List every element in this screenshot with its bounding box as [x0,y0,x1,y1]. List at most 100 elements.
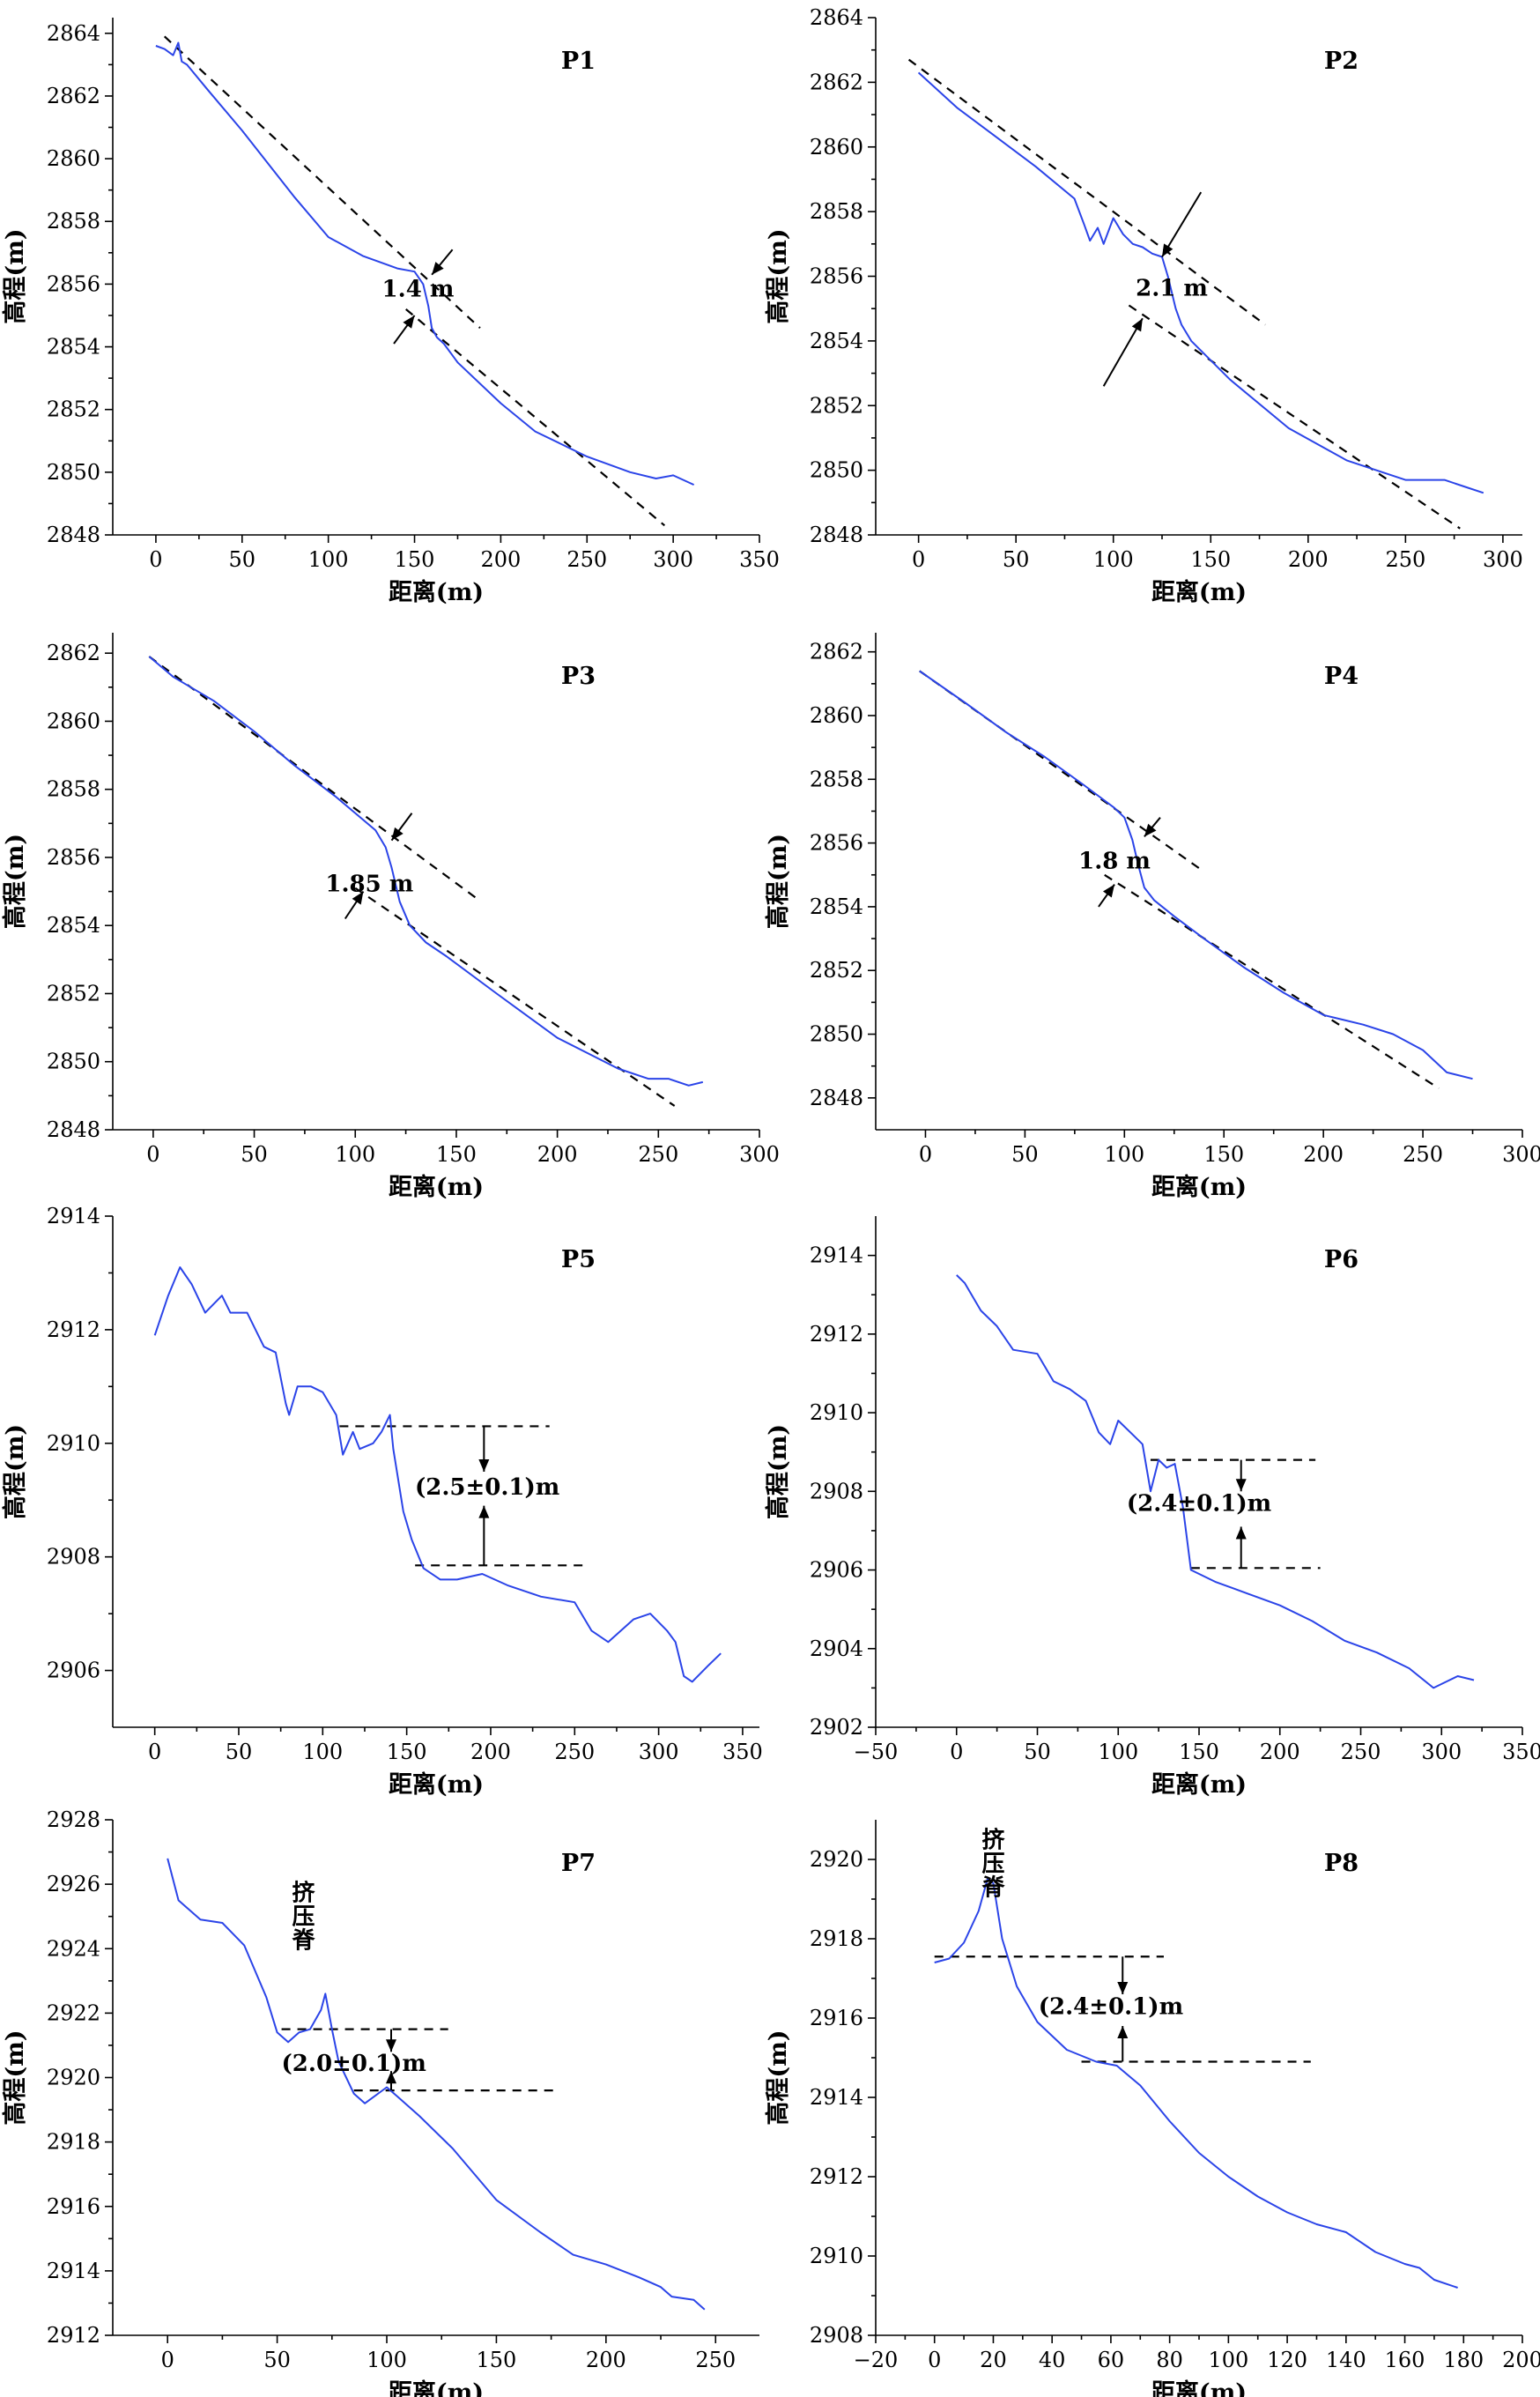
p8-y-tick-label: 2920 [810,1847,863,1872]
p3-x-tick-label: 250 [638,1142,678,1167]
p4-x-tick-label: 150 [1203,1142,1244,1167]
p4-y-tick-label: 2852 [810,958,863,983]
p6-x-tick-label: −50 [854,1740,899,1764]
p8-ridge-annotation: 脊 [981,1875,1005,1902]
p1-x-tick-label: 50 [229,547,256,572]
p8-x-tick-label: 160 [1385,2348,1425,2372]
p8-x-tick-label: 80 [1156,2348,1183,2372]
p2-x-tick-label: 0 [912,547,925,572]
p1-x-axis-title: 距离(m) [389,578,484,606]
p5-x-tick-label: 250 [554,1740,595,1764]
p3-y-tick-label: 2852 [47,981,100,1006]
p6-x-tick-label: 350 [1502,1740,1540,1764]
p8-ridge-annotation: 压 [981,1852,1004,1878]
p7-x-tick-label: 150 [477,2348,517,2372]
p1-y-tick-label: 2848 [47,523,100,547]
p5-x-tick-label: 50 [226,1740,253,1764]
p4-x-tick-label: 100 [1104,1142,1144,1167]
p4-panel-label: P4 [1324,663,1359,690]
p2-offset-arrow-head [1161,243,1174,257]
p7-y-tick-label: 2928 [47,1807,100,1832]
p6-profile-line [956,1274,1475,1689]
p2-x-tick-label: 150 [1190,547,1231,572]
p3-x-tick-label: 150 [436,1142,477,1167]
p7-y-tick-label: 2924 [47,1936,100,1961]
p7-y-tick-label: 2914 [47,2259,100,2283]
p7-y-tick-label: 2920 [47,2066,100,2090]
p8-panel-label: P8 [1324,1850,1359,1877]
p8-y-tick-label: 2914 [810,2085,863,2110]
p6-offset-arrow-head [1235,1479,1247,1492]
p1-y-tick-label: 2860 [47,146,100,171]
p6-y-tick-label: 2912 [810,1322,863,1347]
p5-x-tick-label: 0 [148,1740,161,1764]
p5-y-tick-label: 2908 [47,1545,100,1570]
p6-x-tick-label: 250 [1341,1740,1381,1764]
p1-x-tick-label: 100 [308,547,349,572]
p3-y-tick-label: 2856 [47,845,100,870]
p3-y-tick-label: 2858 [47,777,100,802]
p2-offset-arrow-shaft [1102,317,1144,387]
p3-panel: 0 50 100 150 200 250 300 2848 2850 2852 2854 2856 28… [1,633,780,1201]
p5-profile-line [153,1266,722,1683]
p3-reference-line [354,887,676,1107]
p2-x-axis-title: 距离(m) [1151,578,1247,606]
p4-x-tick-label: 200 [1303,1142,1344,1167]
p6-offset-label: (2.4±0.1)m [1127,1491,1271,1518]
p5-panel-label: P5 [561,1246,596,1273]
p7-x-tick-label: 50 [263,2348,291,2372]
p3-y-tick-label: 2854 [47,913,100,938]
p8-y-tick-label: 2918 [810,1926,863,1951]
p4-x-axis-title: 距离(m) [1151,1173,1247,1201]
p5-x-tick-label: 150 [387,1740,427,1764]
p5-x-tick-label: 200 [470,1740,511,1764]
p3-y-tick-label: 2860 [47,709,100,733]
p2-x-tick-label: 300 [1483,547,1523,572]
p3-x-tick-label: 50 [241,1142,268,1167]
p7-x-tick-label: 250 [695,2348,736,2372]
p2-y-tick-label: 2860 [810,135,863,160]
p8-x-tick-label: 0 [928,2348,941,2372]
p7-offset-arrow-head [385,2039,396,2052]
p4-y-tick-label: 2858 [810,767,863,791]
p1-y-tick-label: 2852 [47,397,100,422]
p4-offset-arrow-head [1102,884,1115,898]
p7-ridge-annotation: 压 [292,1904,315,1930]
p1-offset-arrow-head [432,262,444,275]
p1-panel: 0 50 100 150 200 250 300 350 2848 2850 2852 2854 285… [1,18,780,606]
p5-offset-arrow-head [478,1505,490,1518]
p1-x-tick-label: 300 [653,547,693,572]
p3-profile-line [148,656,704,1087]
p2-offset-label: 2.1 m [1136,276,1208,302]
p1-reference-line [163,35,481,330]
p2-panel: 0 50 100 150 200 250 300 2848 2850 2852 2854 2856 28… [764,5,1523,606]
p6-y-tick-label: 2910 [810,1400,863,1425]
p6-x-tick-label: 300 [1421,1740,1462,1764]
p8-x-axis-title: 距离(m) [1151,2378,1247,2397]
p1-y-tick-label: 2864 [47,21,100,46]
p5-y-tick-label: 2910 [47,1431,100,1456]
p2-x-tick-label: 200 [1288,547,1329,572]
p5-offset-arrow-head [478,1459,490,1472]
p7-y-tick-label: 2918 [47,2130,100,2155]
p4-reference-line [1104,873,1440,1089]
p4-reference-line [919,670,1205,873]
p7-x-axis-title: 距离(m) [389,2378,484,2397]
p5-offset-label: (2.5±0.1)m [415,1474,559,1501]
p2-y-tick-label: 2850 [810,458,863,483]
p2-x-tick-label: 100 [1093,547,1134,572]
p8-y-tick-label: 2910 [810,2244,863,2268]
p7-y-tick-label: 2916 [47,2194,100,2219]
p2-panel-label: P2 [1324,48,1359,75]
p8-x-tick-label: 60 [1098,2348,1125,2372]
p7-x-tick-label: 200 [586,2348,626,2372]
p7-panel: 0 50 100 150 200 250 2912 2914 2916 2918 2920 2922 2… [1,1807,759,2397]
p5-panel: 0 50 100 150 200 250 300 350 2906 2908 2910 2912 291… [1,1204,763,1799]
p1-x-tick-label: 350 [739,547,780,572]
p3-y-tick-label: 2850 [47,1050,100,1074]
p2-y-tick-label: 2864 [810,5,863,30]
p4-y-tick-label: 2860 [810,703,863,728]
p6-offset-arrow-head [1235,1526,1247,1540]
p4-y-axis-title: 高程(m) [764,834,792,929]
p8-profile-line [934,1878,1458,2289]
